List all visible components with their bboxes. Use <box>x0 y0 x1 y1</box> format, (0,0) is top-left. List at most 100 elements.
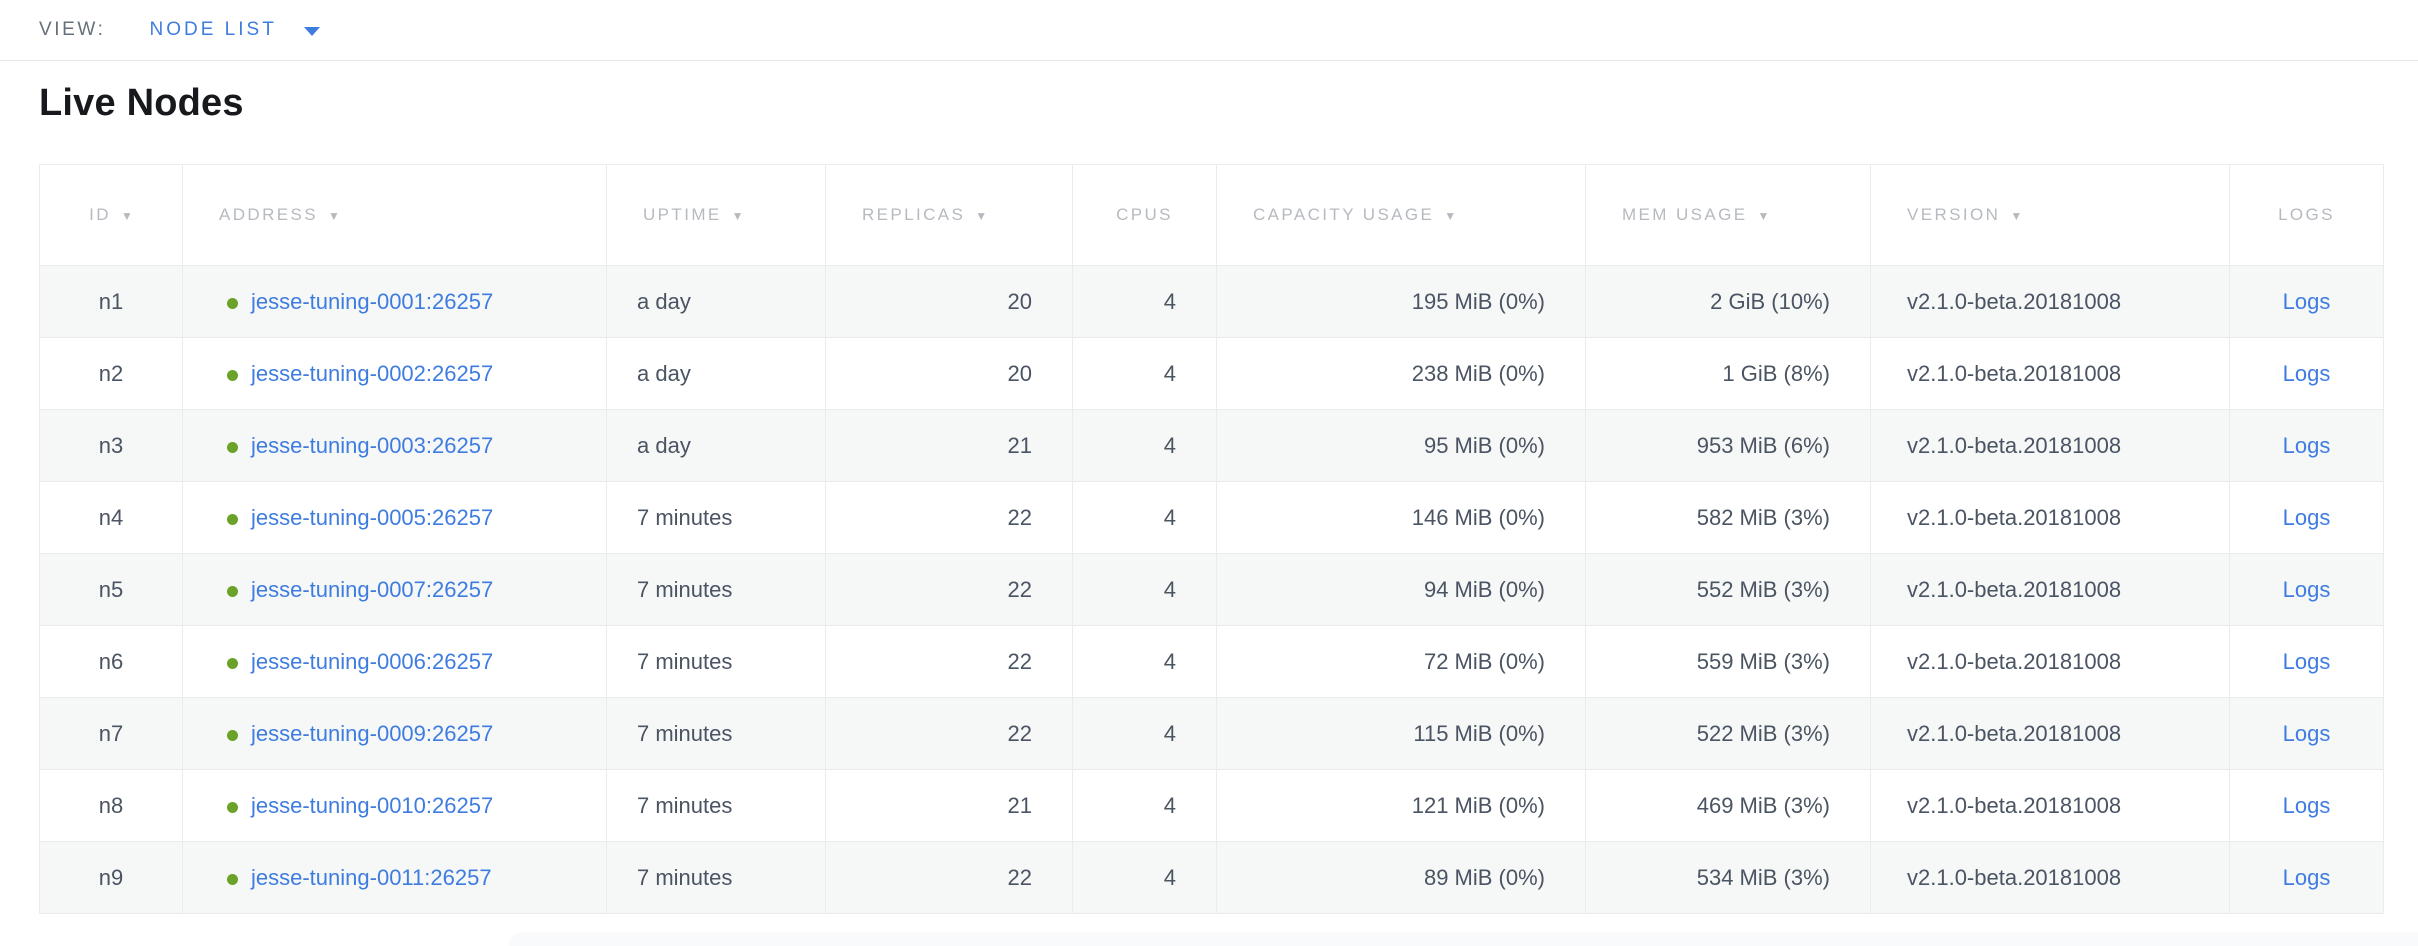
view-selector[interactable]: NODE LIST <box>150 19 320 41</box>
cell-replicas: 21 <box>825 409 1073 482</box>
sort-desc-icon: ▼ <box>1444 209 1457 223</box>
column-header-label: LOGS <box>2278 205 2335 224</box>
cell-cpus: 4 <box>1072 553 1217 626</box>
address-link[interactable]: jesse-tuning-0007:26257 <box>251 576 494 602</box>
address-link[interactable]: jesse-tuning-0003:26257 <box>251 432 494 458</box>
cell-uptime: 7 minutes <box>606 553 826 626</box>
column-header-label: UPTIME <box>643 205 722 224</box>
cell-version: v2.1.0-beta.20181008 <box>1870 337 2230 410</box>
table-row: n7 jesse-tuning-0009:26257 7 minutes 22 4 115… <box>39 697 2384 770</box>
cell-capacity: 146 MiB (0%) <box>1216 481 1586 554</box>
cell-logs: Logs <box>2229 553 2384 626</box>
sort-desc-icon: ▼ <box>731 209 744 223</box>
column-header-version[interactable]: VERSION ▼ <box>1870 164 2230 266</box>
cell-capacity: 238 MiB (0%) <box>1216 337 1586 410</box>
cell-logs: Logs <box>2229 409 2384 482</box>
address-link[interactable]: jesse-tuning-0001:26257 <box>251 288 494 314</box>
cell-uptime: 7 minutes <box>606 769 826 842</box>
cell-capacity: 72 MiB (0%) <box>1216 625 1586 698</box>
live-status-dot-icon <box>227 441 238 453</box>
address-link[interactable]: jesse-tuning-0006:26257 <box>251 648 494 674</box>
view-bar: VIEW: NODE LIST <box>0 0 2418 61</box>
cell-uptime: 7 minutes <box>606 481 826 554</box>
logs-link[interactable]: Logs <box>2282 360 2331 386</box>
live-status-dot-icon <box>227 369 238 381</box>
caret-down-icon <box>303 26 320 36</box>
column-header-label: MEM USAGE <box>1622 205 1748 224</box>
cell-address: jesse-tuning-0002:26257 <box>182 337 607 410</box>
table-row: n1 jesse-tuning-0001:26257 a day 20 4 195 MiB… <box>39 265 2384 338</box>
table-row: n6 jesse-tuning-0006:26257 7 minutes 22 4 72 … <box>39 625 2384 698</box>
cell-logs: Logs <box>2229 265 2384 338</box>
cell-logs: Logs <box>2229 625 2384 698</box>
header-row: ID ▼ ADDRESS ▼ UPTIME ▼ REPLICAS ▼ CPUS CAPACITY … <box>39 164 2384 266</box>
cell-address: jesse-tuning-0009:26257 <box>182 697 607 770</box>
cell-cpus: 4 <box>1072 841 1217 914</box>
address-link[interactable]: jesse-tuning-0005:26257 <box>251 504 494 530</box>
logs-link[interactable]: Logs <box>2282 648 2331 674</box>
cell-address: jesse-tuning-0010:26257 <box>182 769 607 842</box>
column-header-replicas[interactable]: REPLICAS ▼ <box>825 164 1073 266</box>
sort-desc-icon: ▼ <box>1757 209 1770 223</box>
logs-link[interactable]: Logs <box>2282 720 2331 746</box>
table-row: n8 jesse-tuning-0010:26257 7 minutes 21 4 121… <box>39 769 2384 842</box>
column-header-label: VERSION <box>1907 205 2001 224</box>
column-header-logs: LOGS <box>2229 164 2384 266</box>
cell-address: jesse-tuning-0003:26257 <box>182 409 607 482</box>
logs-link[interactable]: Logs <box>2282 504 2331 530</box>
table-row: n5 jesse-tuning-0007:26257 7 minutes 22 4 94 … <box>39 553 2384 626</box>
logs-link[interactable]: Logs <box>2282 864 2331 890</box>
logs-link[interactable]: Logs <box>2282 432 2331 458</box>
column-header-id[interactable]: ID ▼ <box>39 164 183 266</box>
cell-address: jesse-tuning-0011:26257 <box>182 841 607 914</box>
address-link[interactable]: jesse-tuning-0010:26257 <box>251 792 494 818</box>
cell-cpus: 4 <box>1072 769 1217 842</box>
column-header-capacity[interactable]: CAPACITY USAGE ▼ <box>1216 164 1586 266</box>
column-header-address[interactable]: ADDRESS ▼ <box>182 164 607 266</box>
cell-mem: 559 MiB (3%) <box>1585 625 1871 698</box>
cell-address: jesse-tuning-0001:26257 <box>182 265 607 338</box>
cell-mem: 522 MiB (3%) <box>1585 697 1871 770</box>
sort-desc-icon: ▼ <box>120 209 133 223</box>
cell-address: jesse-tuning-0006:26257 <box>182 625 607 698</box>
cell-capacity: 89 MiB (0%) <box>1216 841 1586 914</box>
cell-version: v2.1.0-beta.20181008 <box>1870 697 2230 770</box>
bottom-panel-edge <box>509 932 2418 946</box>
table-row: n2 jesse-tuning-0002:26257 a day 20 4 238 MiB… <box>39 337 2384 410</box>
address-link[interactable]: jesse-tuning-0002:26257 <box>251 360 494 386</box>
cell-uptime: 7 minutes <box>606 697 826 770</box>
cell-logs: Logs <box>2229 841 2384 914</box>
view-label: VIEW: <box>39 19 106 40</box>
live-status-dot-icon <box>227 729 238 741</box>
column-header-cpus: CPUS <box>1072 164 1217 266</box>
table-row: n3 jesse-tuning-0003:26257 a day 21 4 95 MiB … <box>39 409 2384 482</box>
column-header-uptime[interactable]: UPTIME ▼ <box>606 164 826 266</box>
logs-link[interactable]: Logs <box>2282 288 2331 314</box>
column-header-label: ADDRESS <box>219 205 318 224</box>
cell-uptime: 7 minutes <box>606 625 826 698</box>
cell-capacity: 94 MiB (0%) <box>1216 553 1586 626</box>
cell-mem: 2 GiB (10%) <box>1585 265 1871 338</box>
cell-id: n4 <box>39 481 183 554</box>
logs-link[interactable]: Logs <box>2282 792 2331 818</box>
cell-mem: 582 MiB (3%) <box>1585 481 1871 554</box>
cell-cpus: 4 <box>1072 337 1217 410</box>
column-header-label: CAPACITY USAGE <box>1253 205 1435 224</box>
table-row: n4 jesse-tuning-0005:26257 7 minutes 22 4 146… <box>39 481 2384 554</box>
sort-desc-icon: ▼ <box>975 209 988 223</box>
cell-id: n3 <box>39 409 183 482</box>
address-link[interactable]: jesse-tuning-0011:26257 <box>251 864 492 890</box>
cell-id: n9 <box>39 841 183 914</box>
cell-address: jesse-tuning-0007:26257 <box>182 553 607 626</box>
address-link[interactable]: jesse-tuning-0009:26257 <box>251 720 494 746</box>
cell-uptime: a day <box>606 265 826 338</box>
page-title: Live Nodes <box>39 82 244 124</box>
live-status-dot-icon <box>227 513 238 525</box>
logs-link[interactable]: Logs <box>2282 576 2331 602</box>
live-status-dot-icon <box>227 873 238 885</box>
cell-id: n2 <box>39 337 183 410</box>
cell-cpus: 4 <box>1072 481 1217 554</box>
sort-desc-icon: ▼ <box>2010 209 2023 223</box>
column-header-mem[interactable]: MEM USAGE ▼ <box>1585 164 1871 266</box>
cell-replicas: 22 <box>825 697 1073 770</box>
